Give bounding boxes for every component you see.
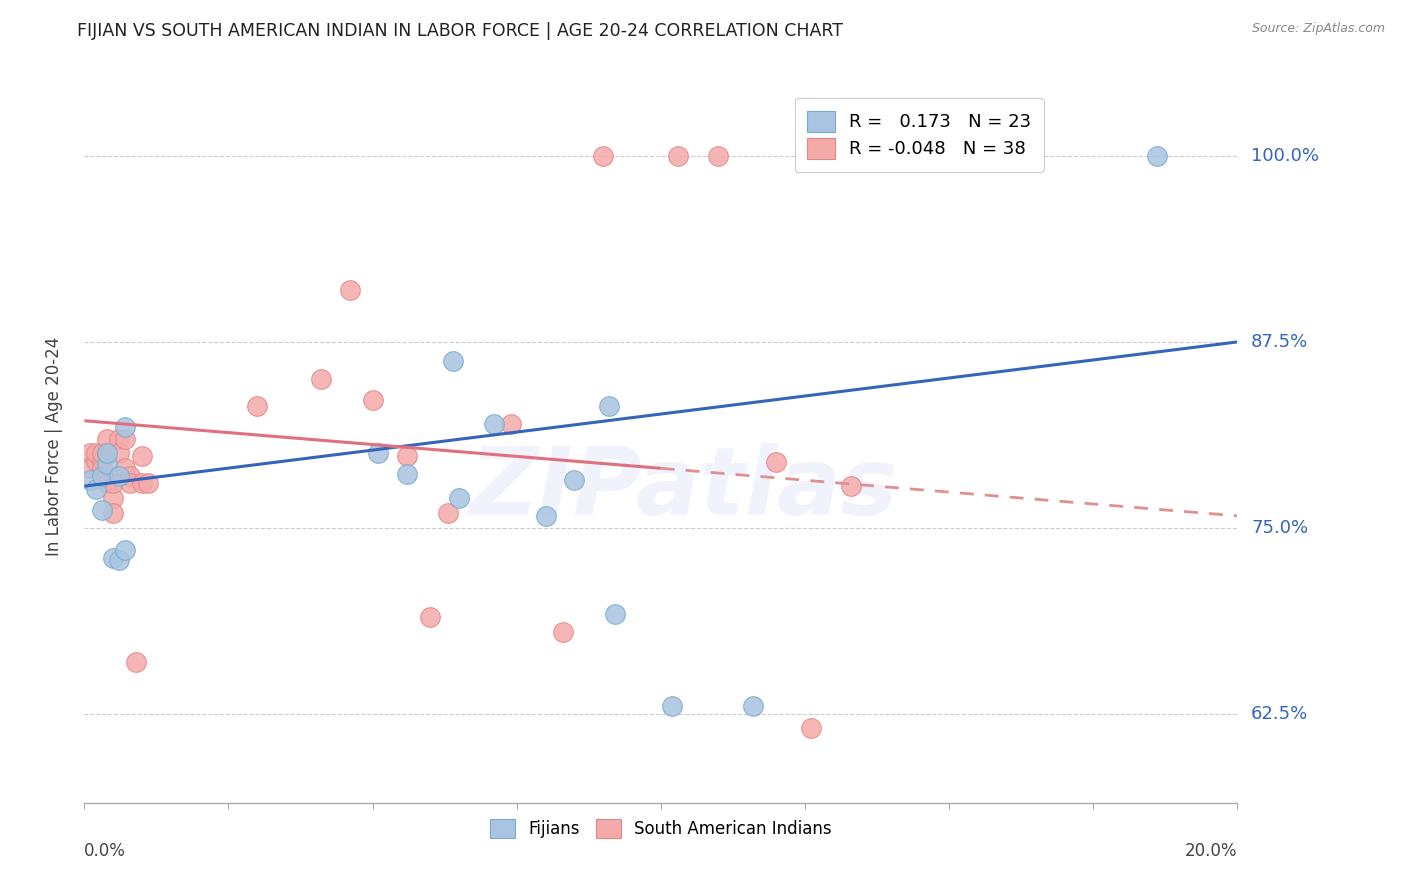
Point	[309, 372, 332, 386]
Point	[90, 446, 112, 460]
Point	[339, 283, 361, 297]
Point	[103, 506, 124, 520]
Point	[436, 506, 458, 520]
Point	[103, 550, 124, 565]
Point	[79, 461, 101, 475]
Point	[131, 450, 153, 464]
Text: 87.5%: 87.5%	[1251, 333, 1309, 351]
Point	[90, 468, 112, 483]
Point	[114, 461, 136, 475]
Text: Source: ZipAtlas.com: Source: ZipAtlas.com	[1251, 22, 1385, 36]
Point	[396, 467, 419, 482]
Point	[419, 610, 441, 624]
Point	[108, 446, 131, 460]
Point	[765, 455, 787, 469]
Point	[603, 607, 626, 621]
Point	[800, 722, 823, 736]
Point	[90, 461, 112, 475]
Point	[598, 399, 620, 413]
Point	[136, 476, 159, 491]
Point	[551, 624, 574, 639]
Point	[96, 457, 118, 471]
Point	[79, 473, 101, 487]
Point	[131, 476, 153, 491]
Point	[367, 446, 389, 460]
Point	[108, 553, 131, 567]
Text: 100.0%: 100.0%	[1251, 147, 1319, 165]
Text: 62.5%: 62.5%	[1251, 705, 1309, 723]
Point	[103, 476, 124, 491]
Point	[84, 446, 107, 460]
Point	[707, 149, 730, 163]
Point	[499, 417, 522, 431]
Text: 75.0%: 75.0%	[1251, 519, 1309, 537]
Point	[96, 476, 118, 491]
Point	[592, 149, 614, 163]
Point	[90, 503, 112, 517]
Point	[108, 432, 131, 446]
Point	[96, 446, 118, 460]
Point	[482, 417, 505, 431]
Point	[534, 508, 557, 523]
Text: FIJIAN VS SOUTH AMERICAN INDIAN IN LABOR FORCE | AGE 20-24 CORRELATION CHART: FIJIAN VS SOUTH AMERICAN INDIAN IN LABOR…	[77, 22, 844, 40]
Text: 0.0%: 0.0%	[84, 842, 127, 860]
Text: 20.0%: 20.0%	[1185, 842, 1237, 860]
Point	[441, 354, 464, 368]
Point	[96, 432, 118, 446]
Point	[742, 699, 765, 714]
Point	[120, 476, 142, 491]
Y-axis label: In Labor Force | Age 20-24: In Labor Force | Age 20-24	[45, 336, 63, 556]
Legend: Fijians, South American Indians: Fijians, South American Indians	[482, 812, 839, 845]
Point	[661, 699, 683, 714]
Point	[108, 468, 131, 483]
Point	[79, 446, 101, 460]
Point	[114, 419, 136, 434]
Point	[361, 392, 384, 407]
Point	[1146, 149, 1168, 163]
Point	[96, 446, 118, 460]
Point	[84, 454, 107, 468]
Point	[666, 149, 689, 163]
Point	[114, 543, 136, 558]
Point	[449, 491, 471, 505]
Point	[84, 482, 107, 496]
Point	[246, 399, 269, 413]
Point	[564, 473, 586, 487]
Point	[114, 432, 136, 446]
Point	[396, 450, 419, 464]
Point	[90, 454, 112, 468]
Text: ZIPatlas: ZIPatlas	[470, 442, 898, 535]
Point	[125, 655, 148, 669]
Point	[839, 479, 862, 493]
Point	[120, 468, 142, 483]
Point	[103, 491, 124, 505]
